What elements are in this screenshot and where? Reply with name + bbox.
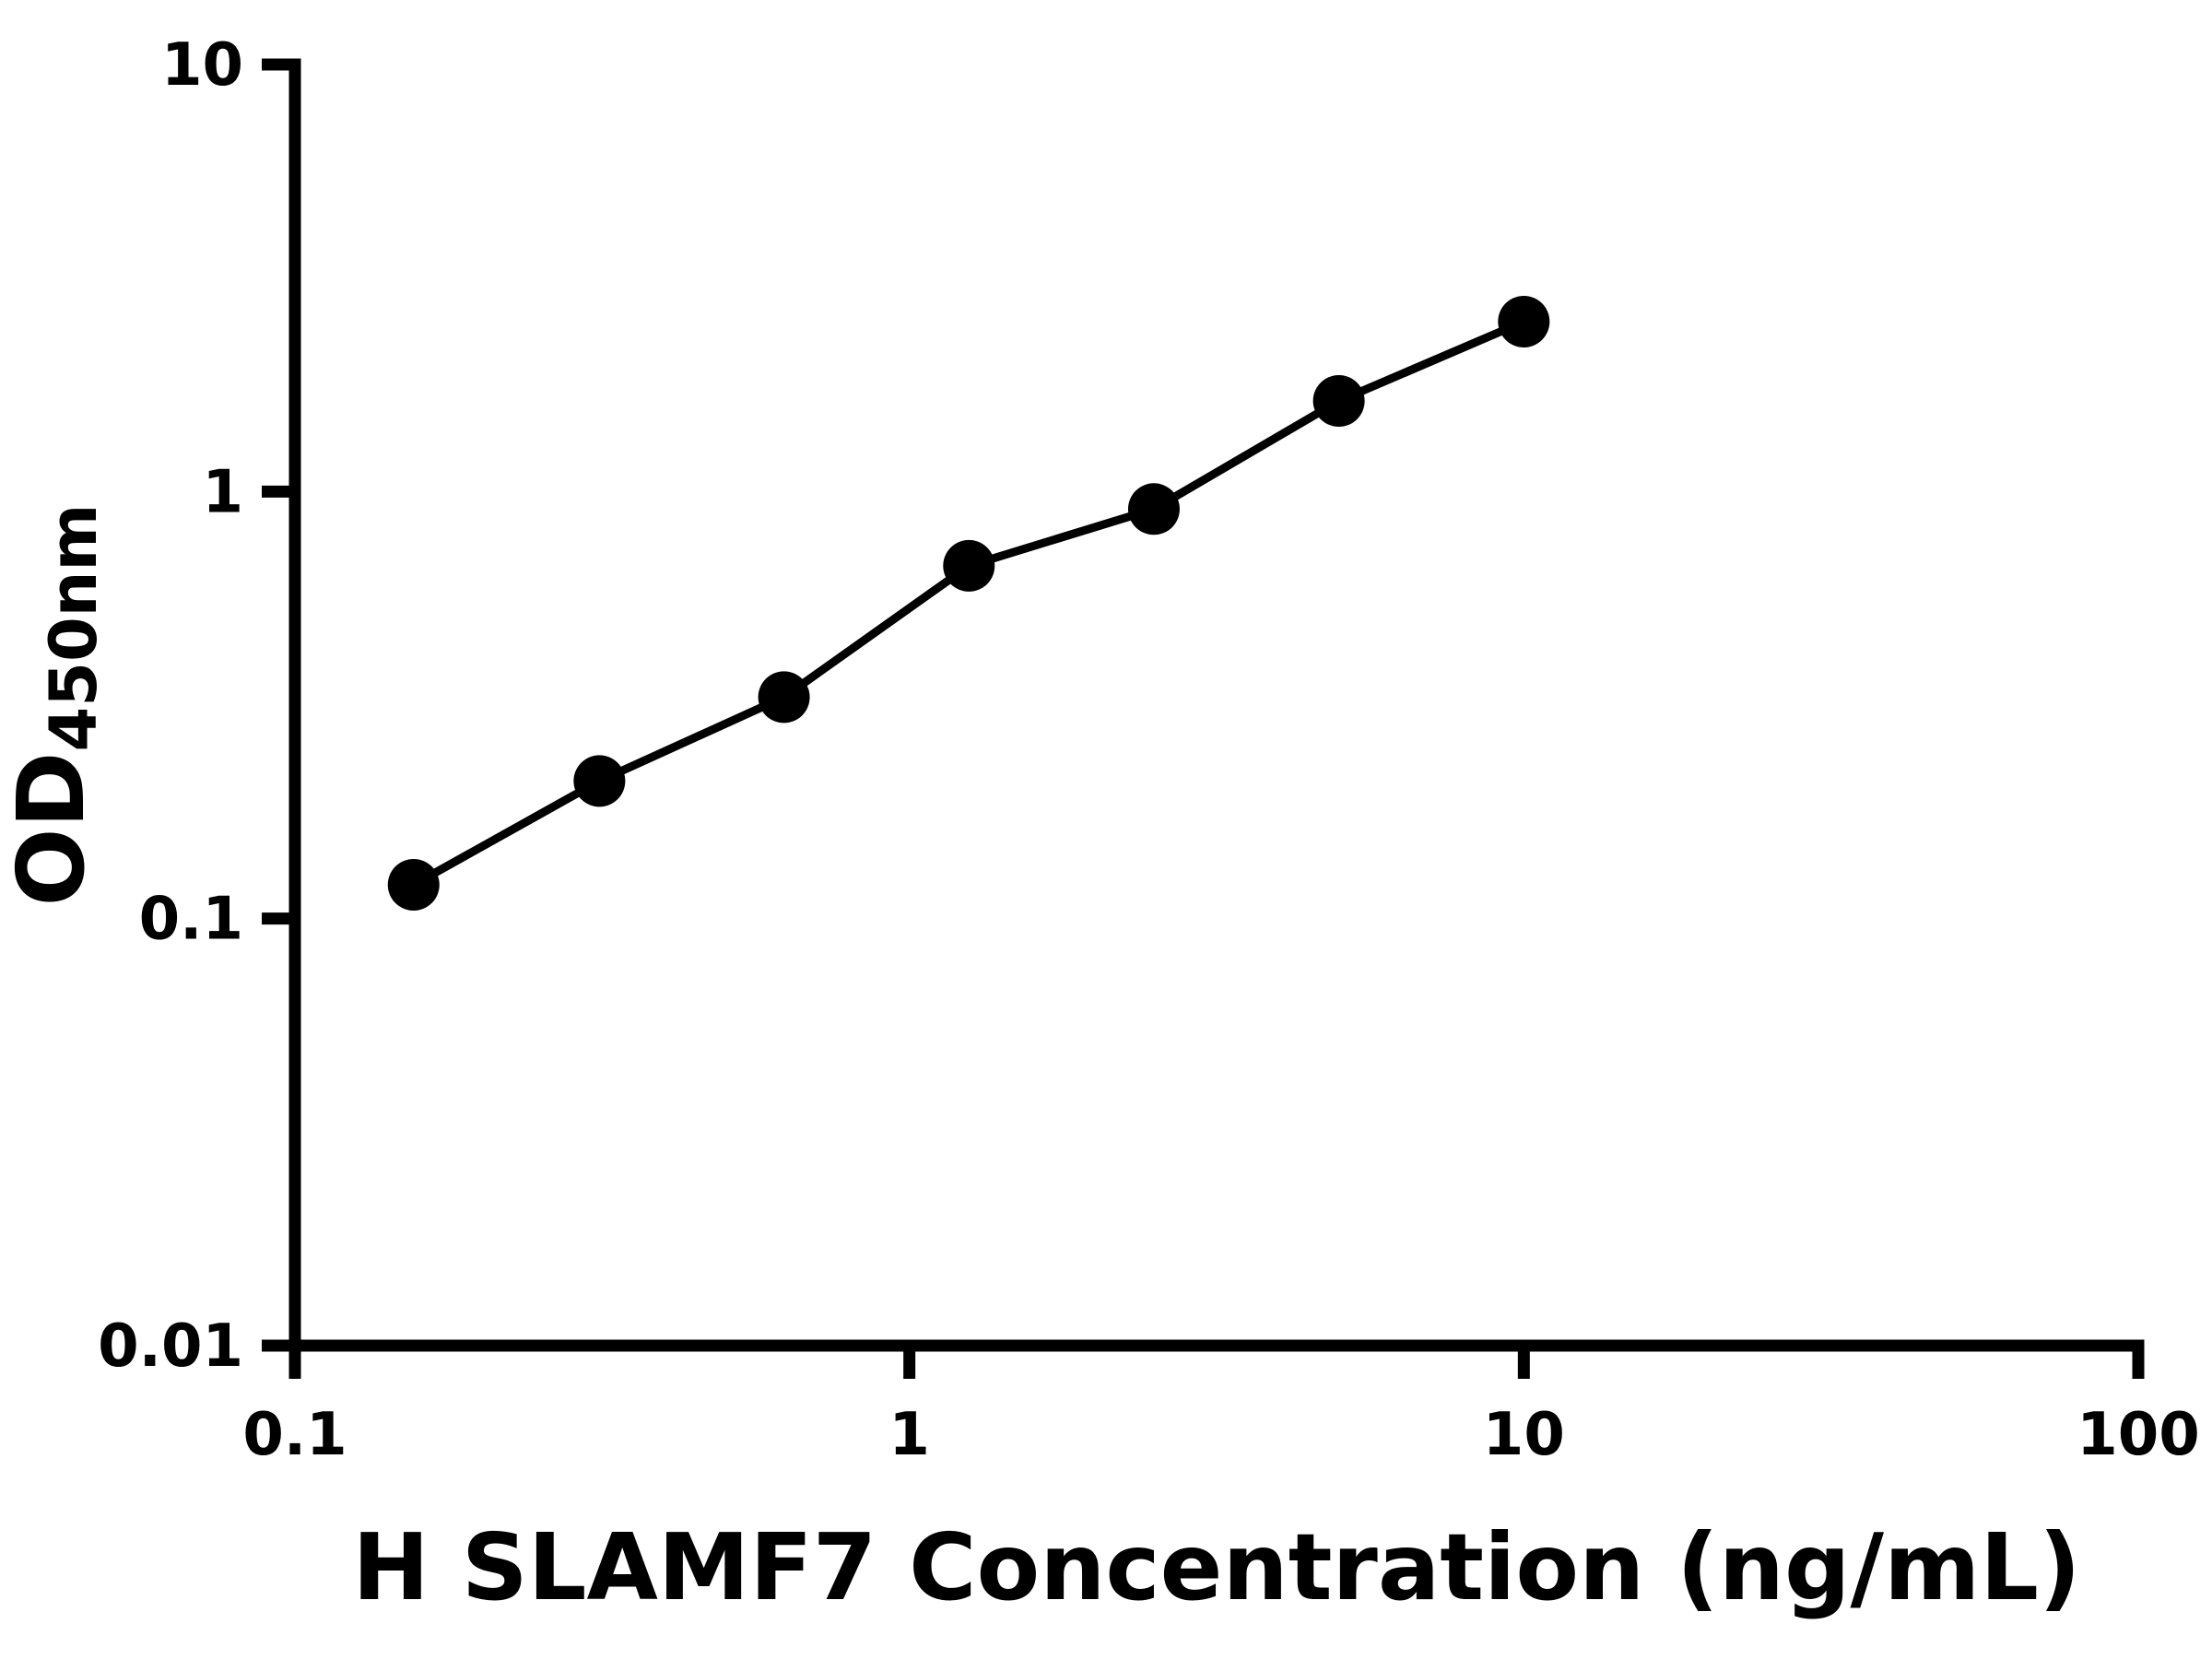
data-point: [387, 858, 440, 911]
data-point: [1127, 483, 1180, 535]
data-point: [1498, 295, 1550, 347]
x-tick-label: 100: [2077, 1401, 2200, 1469]
axes: 0.1 1 10 100 0.01 0.1 1 10: [98, 31, 2200, 1469]
data-point: [758, 671, 810, 724]
y-tick-label: 1: [202, 458, 243, 526]
y-tick-label: 0.1: [139, 886, 243, 954]
x-tick-label: 1: [888, 1401, 930, 1469]
y-tick-label: 10: [161, 31, 243, 100]
y-axis-title: OD450nm: [0, 504, 112, 907]
y-tick-label: 0.01: [98, 1312, 243, 1381]
data-series: [387, 295, 1550, 911]
y-axis-title-sub: 450nm: [36, 504, 112, 752]
x-axis-title: H SLAMF7 Concentration (ng/mL): [352, 1513, 2080, 1621]
data-point: [943, 539, 995, 592]
data-point: [573, 755, 626, 807]
axis-spine: [288, 58, 2145, 1352]
y-axis-title-main: OD: [0, 751, 105, 906]
x-tick-label: 10: [1483, 1401, 1565, 1469]
x-tick-label: 0.1: [242, 1401, 347, 1469]
data-point: [1312, 375, 1365, 428]
